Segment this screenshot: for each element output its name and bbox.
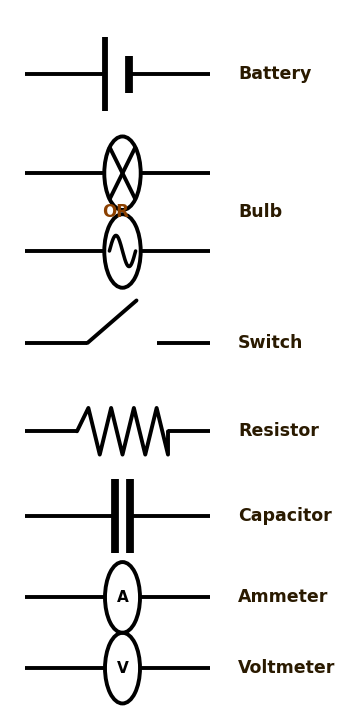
- Text: Switch: Switch: [238, 334, 303, 352]
- Text: Battery: Battery: [238, 65, 312, 83]
- Text: Resistor: Resistor: [238, 422, 319, 440]
- Text: Ammeter: Ammeter: [238, 588, 328, 607]
- Text: OR: OR: [102, 203, 129, 221]
- Text: V: V: [117, 660, 128, 676]
- Text: A: A: [117, 590, 128, 605]
- Text: Capacitor: Capacitor: [238, 507, 332, 525]
- Text: Voltmeter: Voltmeter: [238, 659, 335, 677]
- Text: Bulb: Bulb: [238, 203, 282, 221]
